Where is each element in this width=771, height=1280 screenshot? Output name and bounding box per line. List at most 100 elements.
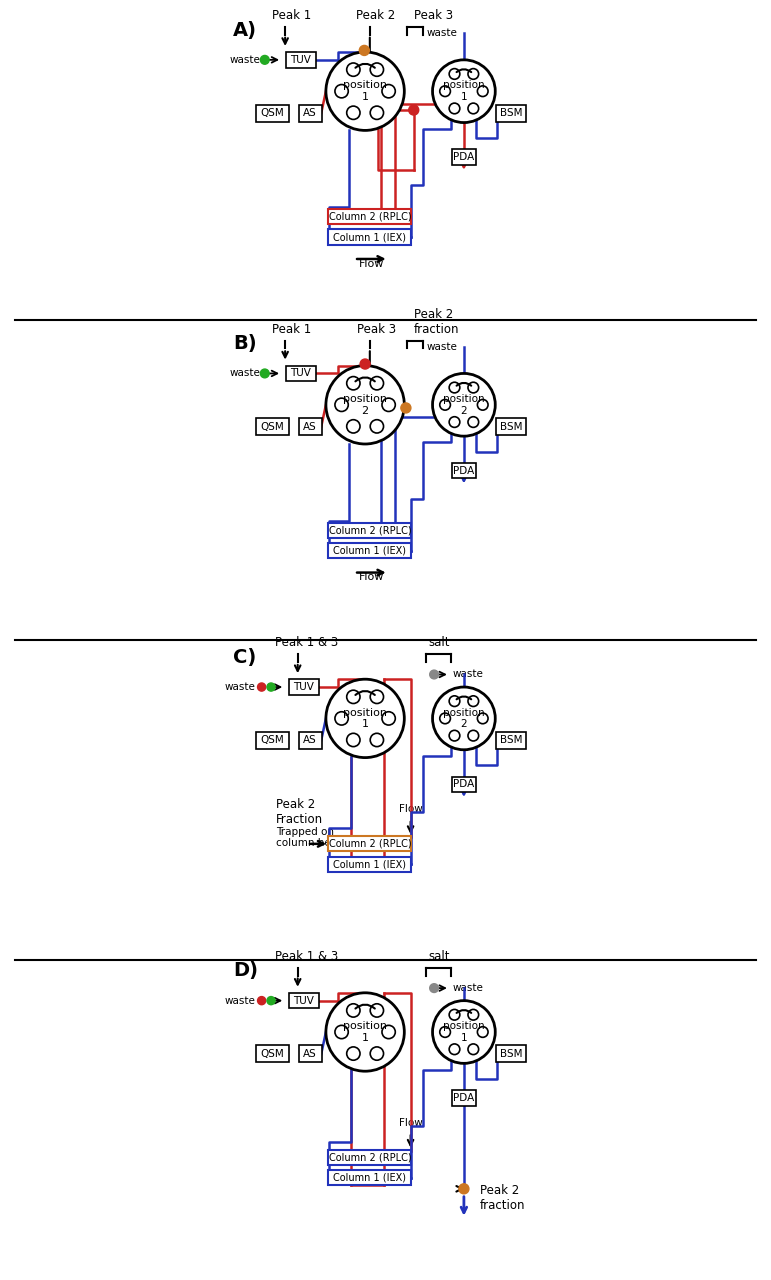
Circle shape [258, 684, 266, 691]
FancyBboxPatch shape [298, 105, 322, 122]
Circle shape [468, 383, 479, 393]
Circle shape [382, 1025, 396, 1038]
Circle shape [429, 671, 439, 678]
Circle shape [468, 104, 479, 114]
FancyBboxPatch shape [328, 1149, 411, 1165]
Text: B): B) [234, 334, 257, 353]
FancyBboxPatch shape [452, 150, 476, 165]
Circle shape [477, 86, 488, 96]
Text: Peak 2: Peak 2 [356, 9, 396, 22]
Circle shape [433, 687, 495, 750]
Text: AS: AS [303, 421, 317, 431]
Text: Peak 1 & 3: Peak 1 & 3 [275, 950, 338, 963]
Circle shape [335, 398, 348, 411]
Circle shape [459, 1184, 469, 1194]
Text: position
2: position 2 [343, 394, 387, 416]
Circle shape [370, 376, 383, 390]
FancyBboxPatch shape [328, 229, 411, 244]
Text: waste: waste [453, 669, 483, 680]
Text: salt: salt [428, 950, 449, 963]
Circle shape [449, 383, 460, 393]
Circle shape [382, 398, 396, 411]
Circle shape [468, 1044, 479, 1055]
Text: waste: waste [426, 342, 457, 352]
Circle shape [370, 1047, 383, 1060]
Circle shape [326, 680, 404, 758]
Text: PDA: PDA [453, 780, 474, 790]
Text: position
2: position 2 [443, 708, 485, 730]
FancyBboxPatch shape [497, 419, 526, 435]
Text: Column 2 (RPLC): Column 2 (RPLC) [328, 211, 411, 221]
Text: Peak 3: Peak 3 [414, 9, 453, 22]
Text: Flow: Flow [399, 1117, 423, 1128]
FancyBboxPatch shape [256, 105, 289, 122]
Circle shape [449, 417, 460, 428]
Text: BSM: BSM [500, 421, 522, 431]
FancyBboxPatch shape [328, 522, 411, 538]
Circle shape [267, 997, 275, 1005]
Circle shape [335, 1025, 348, 1038]
Circle shape [449, 1044, 460, 1055]
Text: TUV: TUV [291, 369, 311, 379]
Circle shape [433, 60, 495, 123]
Circle shape [359, 45, 369, 55]
Circle shape [401, 403, 411, 413]
Circle shape [261, 369, 269, 378]
Circle shape [370, 733, 383, 746]
Circle shape [429, 984, 439, 992]
Text: Peak 1: Peak 1 [272, 323, 311, 335]
Text: Peak 1 & 3: Peak 1 & 3 [275, 636, 338, 649]
Text: salt: salt [428, 636, 449, 649]
Text: PDA: PDA [453, 152, 474, 163]
FancyBboxPatch shape [289, 993, 318, 1009]
Text: Flow: Flow [399, 804, 423, 814]
Text: Flow: Flow [359, 572, 384, 582]
Text: position
1: position 1 [343, 81, 387, 102]
Circle shape [382, 712, 396, 724]
FancyBboxPatch shape [298, 419, 322, 435]
Circle shape [449, 1010, 460, 1020]
Circle shape [439, 1027, 450, 1037]
Circle shape [347, 376, 360, 390]
Text: Trapped on
column head: Trapped on column head [276, 827, 344, 849]
Circle shape [347, 63, 360, 77]
Text: Peak 3: Peak 3 [356, 323, 396, 335]
Circle shape [449, 69, 460, 79]
FancyBboxPatch shape [289, 680, 318, 695]
Text: waste: waste [229, 55, 260, 65]
Text: Column 1 (IEX): Column 1 (IEX) [333, 232, 406, 242]
FancyBboxPatch shape [328, 856, 411, 872]
Text: TUV: TUV [294, 682, 315, 692]
Text: A): A) [234, 20, 258, 40]
Circle shape [347, 1004, 360, 1018]
Text: TUV: TUV [291, 55, 311, 65]
Text: BSM: BSM [500, 735, 522, 745]
Text: QSM: QSM [261, 735, 284, 745]
Circle shape [370, 106, 383, 119]
Text: position
1: position 1 [343, 708, 387, 730]
Circle shape [433, 1001, 495, 1064]
Circle shape [468, 696, 479, 707]
Circle shape [409, 105, 419, 115]
FancyBboxPatch shape [328, 836, 411, 851]
Text: AS: AS [303, 735, 317, 745]
Text: waste: waste [229, 369, 260, 379]
Text: QSM: QSM [261, 108, 284, 118]
FancyBboxPatch shape [256, 732, 289, 749]
FancyBboxPatch shape [497, 732, 526, 749]
Circle shape [468, 69, 479, 79]
Text: Column 1 (IEX): Column 1 (IEX) [333, 1172, 406, 1183]
Text: waste: waste [224, 682, 255, 692]
Circle shape [382, 84, 396, 97]
Circle shape [449, 696, 460, 707]
Circle shape [477, 713, 488, 723]
Circle shape [347, 420, 360, 433]
FancyBboxPatch shape [328, 1170, 411, 1185]
Circle shape [439, 399, 450, 410]
Text: waste: waste [453, 983, 483, 993]
Circle shape [449, 731, 460, 741]
Circle shape [347, 690, 360, 704]
Text: PDA: PDA [453, 466, 474, 476]
Circle shape [370, 420, 383, 433]
FancyBboxPatch shape [452, 777, 476, 792]
